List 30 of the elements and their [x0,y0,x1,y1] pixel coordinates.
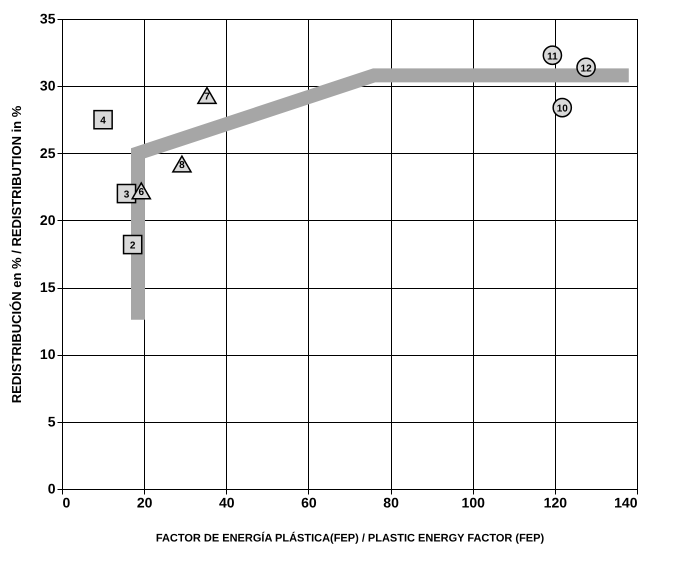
y-tick-label: 30 [40,78,56,94]
y-tick-label: 10 [40,346,56,362]
annotation: 8 [179,160,186,172]
annotation: 11 [547,51,558,62]
y-tick-label: 15 [40,279,56,296]
annotation: 4 [100,116,106,127]
annotation: 6 [138,186,144,198]
y-tick-label: 5 [48,413,56,430]
annotation: 12 [580,63,592,74]
point [197,86,217,104]
y-tick-label: 25 [40,144,56,161]
y-tick-label: 35 [40,10,56,26]
x-tick-label: 0 [62,494,70,510]
x-tick-label: 20 [136,494,153,510]
y-tick-label: 20 [40,212,56,228]
x-tick-label: 120 [544,494,568,510]
x-axis-title: FACTOR DE ENERGÍA PLÁSTICA(FEP) / PLASTIC ENERGY FACTOR (FEP) [156,532,544,544]
annotation: 7 [204,92,210,103]
annotation: 3 [124,190,130,201]
point [122,234,142,254]
annotation: 10 [556,104,568,115]
annotation: 2 [130,240,136,252]
x-tick-label: 100 [462,494,486,510]
y-axis-title: REDISTRIBUCIÓN en % / REDISTRIBUTION in % [8,105,24,404]
point [116,184,136,204]
x-tick-label: 140 [614,494,638,510]
x-tick-label: 80 [383,494,400,510]
x-tick-label: 60 [301,494,317,510]
x-tick-label: 40 [218,494,235,510]
y-tick-label: 0 [48,480,56,496]
